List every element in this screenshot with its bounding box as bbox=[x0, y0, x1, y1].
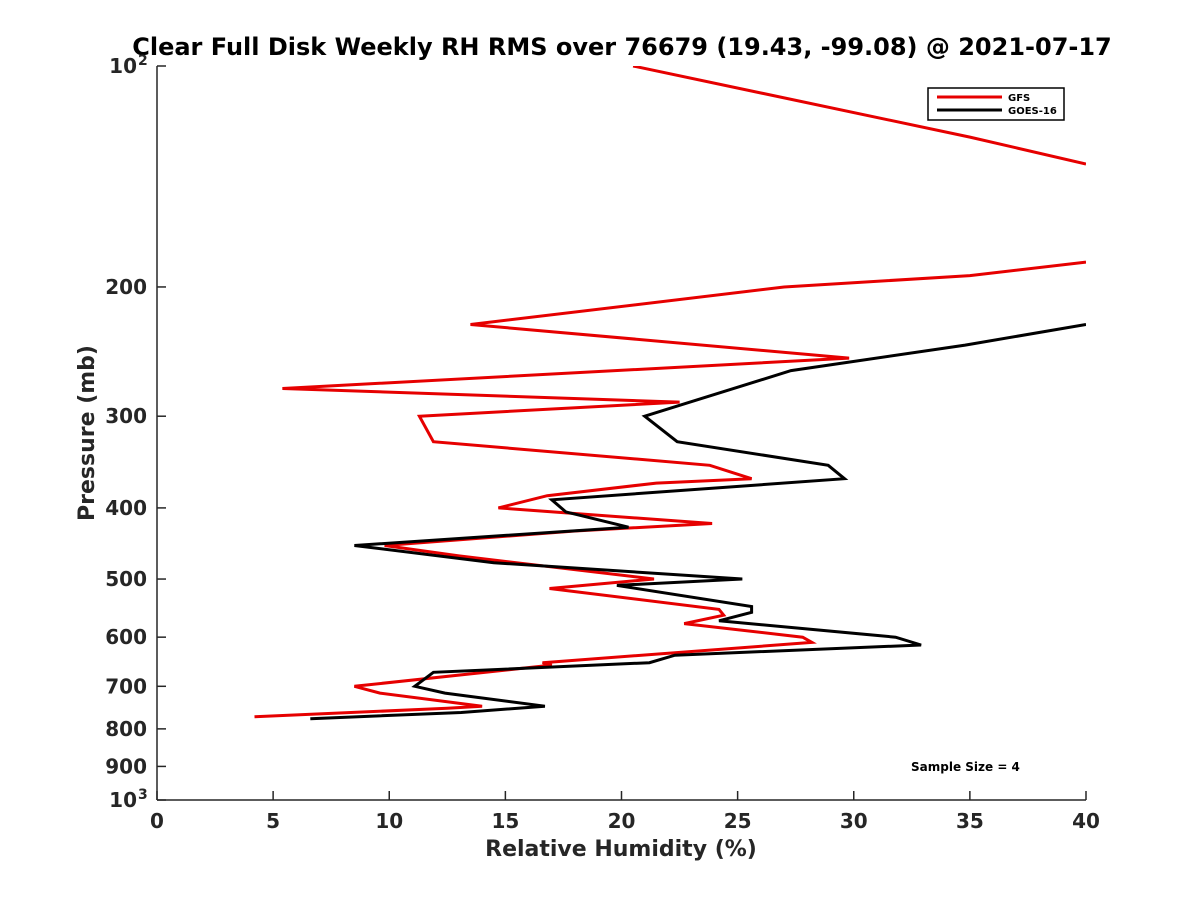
legend-label: GOES-16 bbox=[1008, 106, 1057, 117]
y-axis-label: Pressure (mb) bbox=[75, 345, 100, 521]
x-tick-label: 20 bbox=[608, 809, 636, 833]
x-tick-label: 15 bbox=[491, 809, 519, 833]
x-tick-label: 35 bbox=[956, 809, 984, 833]
x-tick-label: 30 bbox=[840, 809, 868, 833]
x-tick-label: 40 bbox=[1072, 809, 1100, 833]
series-line-gfs-0 bbox=[632, 66, 1086, 166]
x-tick-label: 10 bbox=[375, 809, 403, 833]
y-tick-label: 700 bbox=[105, 674, 147, 698]
y-tick-label: 800 bbox=[105, 717, 147, 741]
y-tick-label: 10 bbox=[109, 788, 137, 812]
y-tick-label-exponent: 3 bbox=[138, 787, 148, 803]
series-line-goes-16-0 bbox=[310, 323, 1086, 721]
sample-size-annotation: Sample Size = 4 bbox=[911, 760, 1020, 774]
x-tick-label: 0 bbox=[150, 809, 164, 833]
legend: GFS GOES-16 bbox=[927, 87, 1065, 121]
y-tick-label-exponent: 2 bbox=[138, 53, 148, 69]
y-tick-label: 900 bbox=[105, 754, 147, 778]
x-tick-label: 5 bbox=[266, 809, 280, 833]
y-tick-label: 600 bbox=[105, 625, 147, 649]
y-tick-label: 10 bbox=[109, 54, 137, 78]
x-axis-label: Relative Humidity (%) bbox=[485, 837, 757, 862]
y-tick-label: 500 bbox=[105, 567, 147, 591]
legend-label: GFS bbox=[1008, 93, 1030, 104]
plot-lines bbox=[254, 66, 1086, 721]
y-tick-label: 200 bbox=[105, 275, 147, 299]
y-tick-label: 300 bbox=[105, 404, 147, 428]
y-tick-label: 400 bbox=[105, 496, 147, 520]
chart-title: Clear Full Disk Weekly RH RMS over 76679… bbox=[132, 33, 1112, 61]
legend-box bbox=[927, 87, 1065, 121]
series-line-gfs-1 bbox=[254, 260, 1086, 719]
axes bbox=[156, 66, 1086, 801]
x-tick-label: 25 bbox=[724, 809, 752, 833]
